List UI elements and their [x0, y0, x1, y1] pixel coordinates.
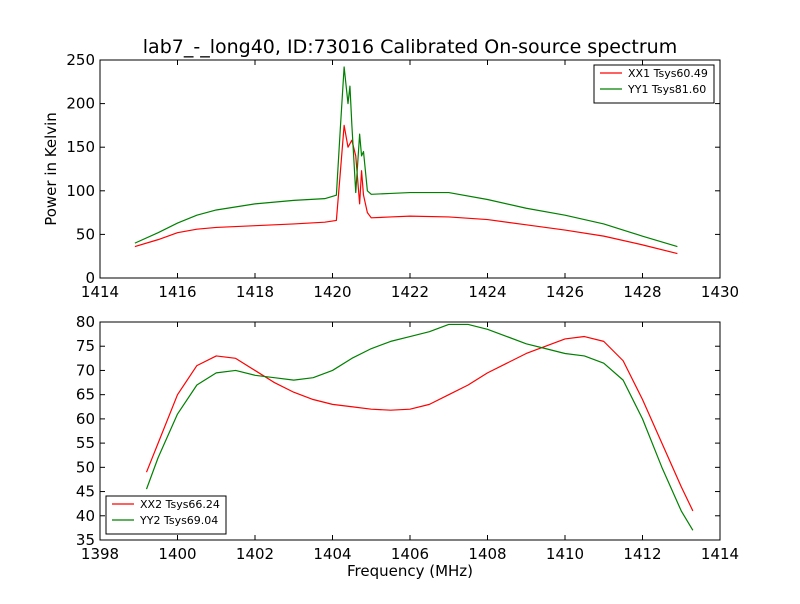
plot-panel-1: 1414 1416 1418 1420 1422 1424 1426 1428 1430 0 50 1…	[42, 51, 739, 301]
legend: XX1 Tsys60.49 YY1 Tsys81.60	[593, 64, 715, 104]
y-tick-label: 60	[76, 410, 95, 428]
series-line-xx2	[145, 335, 694, 512]
x-tick-label: 1422	[391, 283, 429, 301]
x-tick-label: 1414	[701, 545, 739, 563]
x-tick-label: 1430	[701, 283, 739, 301]
y-tick-label: 45	[76, 483, 95, 501]
y-tick-label: 80	[76, 313, 95, 331]
series-line-yy1	[134, 66, 678, 248]
chart-title: lab7_-_long40, ID:73016 Calibrated On-so…	[143, 36, 677, 58]
x-tick-label: 1424	[468, 283, 506, 301]
legend-label: YY2 Tsys69.04	[139, 514, 218, 527]
y-tick-label: 100	[66, 182, 95, 200]
y-tick-label: 70	[76, 361, 95, 379]
x-tick-label: 1412	[623, 545, 661, 563]
y-tick-label: 35	[76, 531, 95, 549]
x-tick-label: 1400	[158, 545, 196, 563]
legend-label: YY1 Tsys81.60	[627, 83, 706, 96]
legend-box	[105, 495, 227, 535]
x-tick-label: 1428	[623, 283, 661, 301]
x-tick-label: 1426	[546, 283, 584, 301]
x-tick-label: 1408	[468, 545, 506, 563]
x-axis-label: Frequency (MHz)	[347, 562, 473, 580]
x-tick-label: 1406	[391, 545, 429, 563]
series-line-yy2	[145, 323, 694, 531]
y-tick-label: 55	[76, 434, 95, 452]
x-tick-label: 1416	[158, 283, 196, 301]
legend-box	[593, 64, 715, 104]
x-tick-label: 1402	[236, 545, 274, 563]
x-tick-label: 1420	[313, 283, 351, 301]
x-tick-label: 1414	[81, 283, 119, 301]
legend-label: XX2 Tsys66.24	[140, 498, 220, 511]
y-tick-label: 200	[66, 95, 95, 113]
legend-label: XX1 Tsys60.49	[628, 67, 708, 80]
x-tick-label: 1410	[546, 545, 584, 563]
y-tick-label: 65	[76, 386, 95, 404]
x-tick-label: 1404	[313, 545, 351, 563]
x-tick-label: 1398	[81, 545, 119, 563]
legend: XX2 Tsys66.24 YY2 Tsys69.04	[105, 495, 227, 535]
plot-panel-2: 1398 1400 1402 1404 1406 1408 1410 1412 1414 35 40…	[76, 313, 739, 580]
series-line-xx1	[134, 124, 678, 255]
y-tick-label: 50	[76, 225, 95, 243]
y-tick-label: 0	[85, 269, 95, 287]
y-tick-label: 40	[76, 507, 95, 525]
y-axis-label: Power in Kelvin	[42, 112, 60, 226]
x-tick-label: 1418	[236, 283, 274, 301]
y-tick-label: 75	[76, 337, 95, 355]
y-tick-label: 50	[76, 458, 95, 476]
y-tick-label: 150	[66, 138, 95, 156]
y-tick-label: 250	[66, 51, 95, 69]
